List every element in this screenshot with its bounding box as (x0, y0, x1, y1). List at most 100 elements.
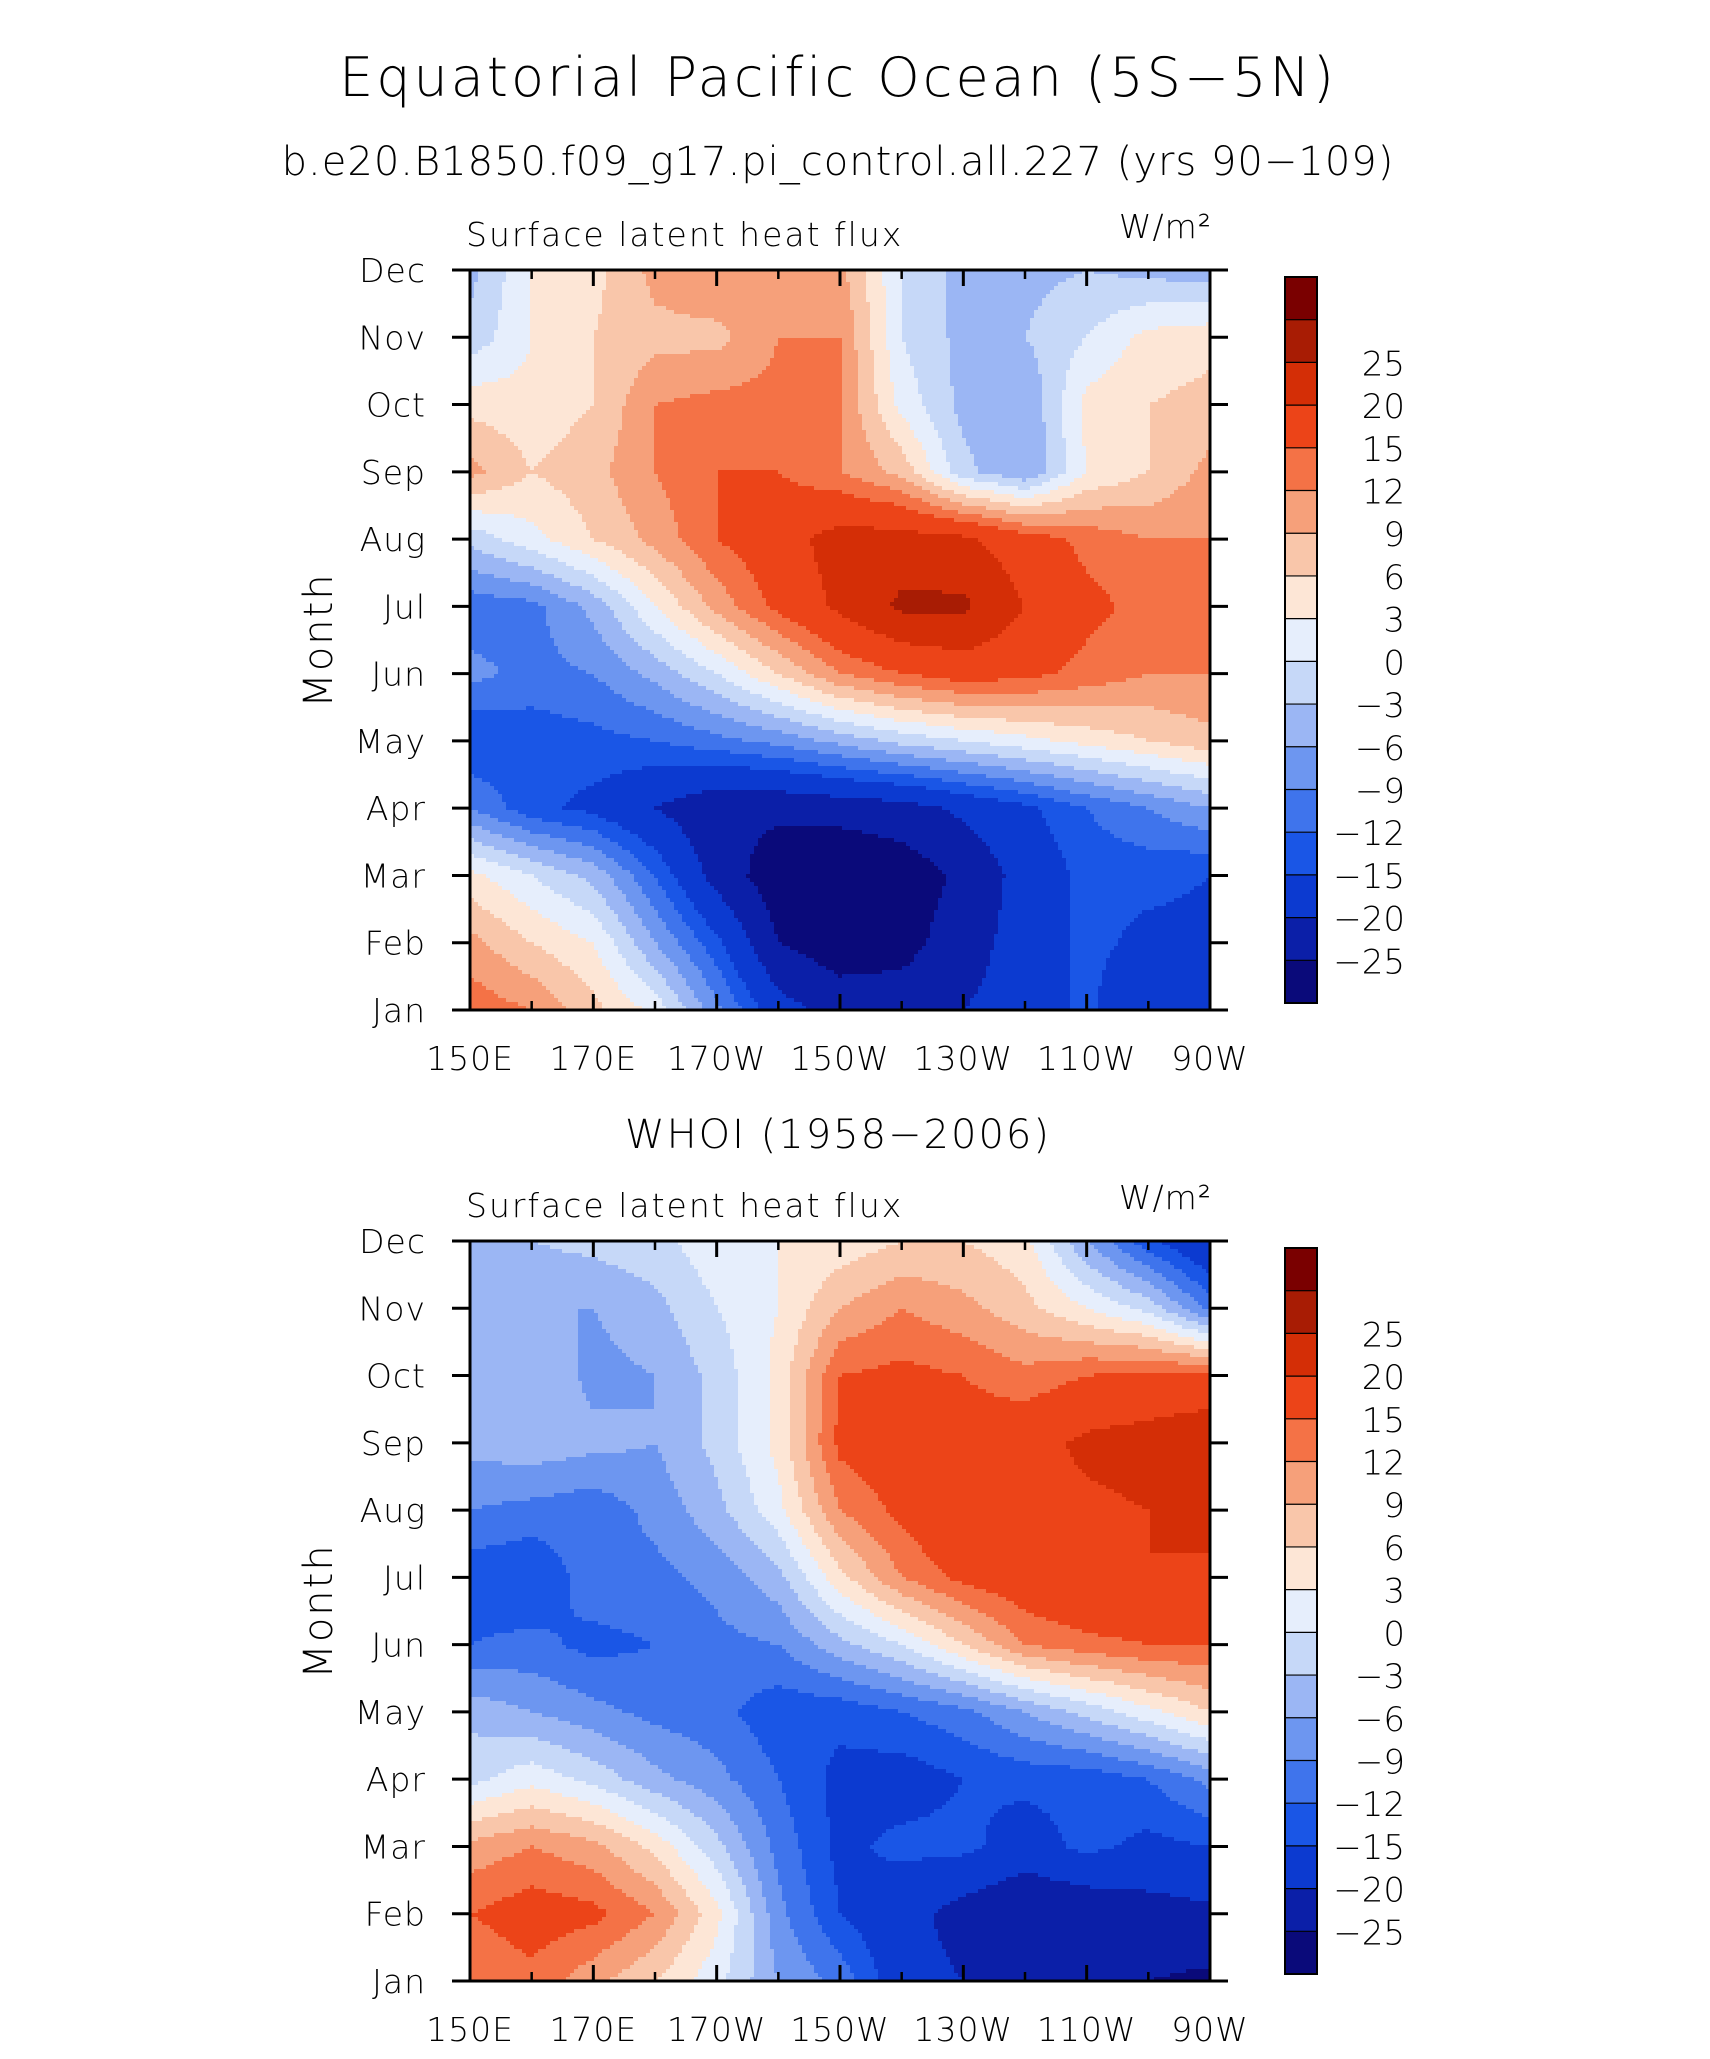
heatmap-cell (550, 1789, 607, 1794)
heatmap-cell (486, 490, 563, 495)
heatmap-cell (770, 1849, 803, 1854)
heatmap-cell (774, 1765, 827, 1770)
heatmap-cell (670, 986, 691, 991)
heatmap-cell (866, 298, 887, 303)
heatmap-cell (870, 334, 887, 339)
heatmap-cell (658, 1289, 711, 1294)
heatmap-cell (1094, 814, 1163, 819)
heatmap-cell (1034, 354, 1075, 359)
heatmap-cell (910, 354, 951, 359)
heatmap-cell (818, 1565, 839, 1570)
heatmap-cell (814, 554, 995, 559)
heatmap-cell (1070, 946, 1115, 951)
heatmap-cell (994, 854, 1063, 859)
heatmap-cell (470, 926, 511, 931)
heatmap-cell (630, 1965, 671, 1970)
heatmap-cell (578, 602, 607, 607)
colorbar-swatch (1285, 1461, 1317, 1505)
heatmap-cell (998, 798, 1055, 803)
heatmap-cell (630, 390, 711, 395)
heatmap-cell (618, 950, 643, 955)
y-tick-label: Dec (359, 1222, 426, 1261)
heatmap-cell (790, 1385, 807, 1390)
heatmap-cell (670, 1473, 715, 1478)
heatmap-cell (966, 1657, 1003, 1662)
heatmap-cell (1186, 1273, 1210, 1278)
heatmap-cell (1134, 750, 1210, 755)
heatmap-cell (866, 434, 891, 439)
heatmap-cell (586, 1961, 635, 1966)
heatmap-cell (818, 634, 887, 639)
heatmap-cell (774, 1865, 803, 1870)
heatmap-cell (1054, 1821, 1210, 1826)
heatmap-cell (1146, 1777, 1195, 1782)
heatmap-cell (754, 1733, 955, 1738)
heatmap-cell (1062, 1261, 1087, 1266)
heatmap-cell (822, 1389, 839, 1394)
heatmap-cell (638, 530, 679, 535)
heatmap-cell (1094, 1373, 1210, 1378)
heatmap-cell (870, 1953, 947, 1958)
heatmap-cell (470, 526, 539, 531)
heatmap-cell (814, 1353, 835, 1358)
heatmap-cell (1154, 1721, 1199, 1726)
heatmap-cell (470, 1581, 571, 1586)
heatmap-cell (470, 1853, 515, 1858)
heatmap-cell (1062, 666, 1210, 671)
heatmap-cell (470, 1589, 571, 1594)
heatmap-cell (1182, 786, 1210, 791)
heatmap-cell (838, 1901, 951, 1906)
heatmap-cell (1122, 1773, 1183, 1778)
heatmap-cell (470, 746, 695, 751)
heatmap-cell (614, 482, 663, 487)
heatmap-cell (826, 1797, 951, 1802)
heatmap-cell (470, 814, 491, 819)
heatmap-cell (914, 370, 951, 375)
heatmap-cell (1046, 1273, 1075, 1278)
heatmap-cell (682, 1249, 779, 1254)
heatmap-cell (950, 790, 1019, 795)
heatmap-cell (778, 1313, 807, 1318)
heatmap-cell (470, 1737, 539, 1742)
heatmap-cell (738, 1405, 771, 1410)
heatmap-cell (654, 470, 719, 475)
heatmap-cell (802, 646, 835, 651)
heatmap-cell (634, 1821, 671, 1826)
heatmap-cell (1046, 1617, 1210, 1622)
heatmap-cell (470, 458, 475, 463)
heatmap-cell (1174, 1713, 1210, 1718)
heatmap-cell (1126, 1713, 1175, 1718)
heatmap-cell (670, 666, 707, 671)
heatmap-cell (922, 854, 995, 859)
heatmap-cell (1098, 526, 1210, 531)
heatmap-cell (670, 1965, 703, 1970)
heatmap-cell (902, 1573, 947, 1578)
heatmap-cell (470, 930, 519, 935)
heatmap-cell (682, 538, 719, 543)
heatmap-cell (966, 782, 1035, 787)
heatmap-cell (810, 1465, 827, 1470)
heatmap-cell (486, 422, 575, 427)
heatmap-cell (714, 1297, 779, 1302)
heatmap-cell (778, 1873, 807, 1878)
heatmap-cell (474, 898, 519, 903)
heatmap-cell (878, 398, 895, 403)
heatmap-cell (998, 558, 1079, 563)
heatmap-cell (470, 622, 547, 627)
heatmap-cell (666, 494, 719, 499)
heatmap-cell (994, 1617, 1047, 1622)
heatmap-cell (682, 1501, 727, 1506)
heatmap-cell (770, 1453, 791, 1458)
heatmap-cell (594, 626, 623, 631)
heatmap-cell (606, 562, 639, 567)
heatmap-cell (534, 1785, 599, 1790)
heatmap-cell (1058, 1285, 1091, 1290)
heatmap-cell (846, 274, 867, 279)
heatmap-cell (886, 298, 903, 303)
heatmap-cell (562, 1893, 627, 1898)
heatmap-cell (634, 522, 679, 527)
heatmap-cell (1170, 1769, 1210, 1774)
heatmap-cell (470, 374, 511, 379)
heatmap-cell (1150, 1281, 1175, 1286)
heatmap-cell (942, 894, 1003, 899)
